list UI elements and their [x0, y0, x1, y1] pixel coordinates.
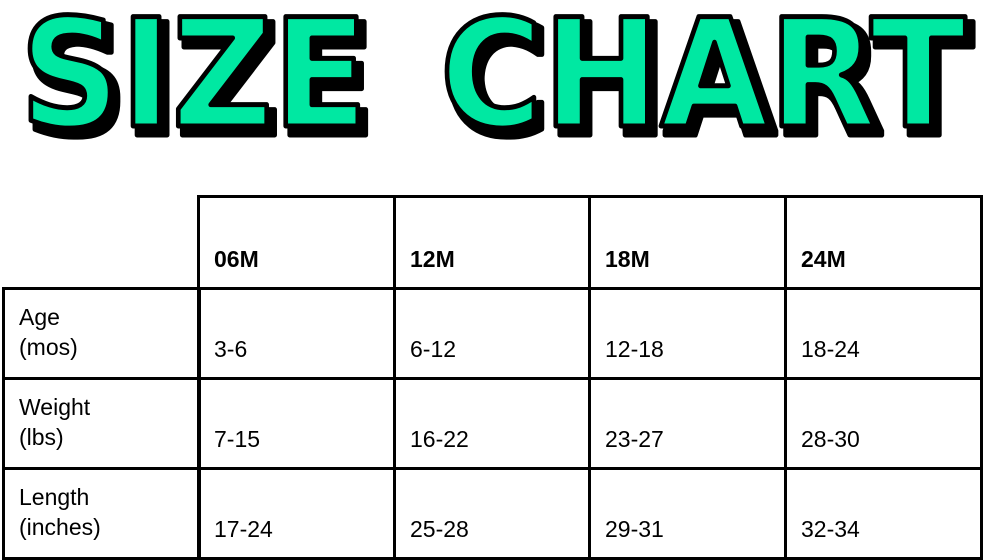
column-header: 12M — [393, 195, 591, 290]
row-header: Length (inches) — [2, 467, 201, 560]
cell-value: 7-15 — [214, 426, 261, 452]
row-header-label: Age (mos) — [19, 302, 78, 362]
table-cell: 3-6 — [197, 287, 396, 380]
row-header-line: Length — [19, 484, 90, 510]
cell-value: 23-27 — [605, 426, 664, 452]
column-header: 18M — [588, 195, 787, 290]
row-header-line: (inches) — [19, 514, 101, 540]
title-word-chart: CHART — [440, 0, 966, 150]
table-cell: 12-18 — [588, 287, 787, 380]
cell-value: 3-6 — [214, 336, 248, 362]
cell-value: 16-22 — [410, 426, 469, 452]
cell-value: 32-34 — [801, 516, 860, 542]
cell-value: 28-30 — [801, 426, 860, 452]
row-header: Weight (lbs) — [2, 377, 201, 470]
table-cell: 16-22 — [393, 377, 591, 470]
column-header-label: 06M — [214, 246, 259, 272]
column-header: 06M — [197, 195, 396, 290]
column-header: 24M — [784, 195, 983, 290]
table-cell: 28-30 — [784, 377, 983, 470]
column-header-label: 18M — [605, 246, 650, 272]
table-cell: 7-15 — [197, 377, 396, 470]
table-cell: 29-31 — [588, 467, 787, 560]
row-header-line: (lbs) — [19, 424, 64, 450]
size-chart-title: SIZE CHART — [18, 0, 969, 150]
row-header: Age (mos) — [2, 287, 201, 380]
cell-value: 12-18 — [605, 336, 664, 362]
cell-value: 29-31 — [605, 516, 664, 542]
row-header-line: Age — [19, 304, 60, 330]
table-cell: 6-12 — [393, 287, 591, 380]
row-header-label: Weight (lbs) — [19, 392, 90, 452]
table-cell: 32-34 — [784, 467, 983, 560]
row-header-label: Length (inches) — [19, 482, 101, 542]
cell-value: 6-12 — [410, 336, 457, 362]
title-text: SIZE CHART — [18, 0, 969, 150]
row-header-line: Weight — [19, 394, 91, 420]
column-header-label: 12M — [410, 246, 455, 272]
table-cell: 25-28 — [393, 467, 591, 560]
cell-value: 17-24 — [214, 516, 273, 542]
cell-value: 18-24 — [801, 336, 860, 362]
table-cell: 17-24 — [197, 467, 396, 560]
title-word-size: SIZE — [20, 0, 368, 150]
table-cell: 18-24 — [784, 287, 983, 380]
cell-value: 25-28 — [410, 516, 469, 542]
table-cell: 23-27 — [588, 377, 787, 470]
row-header-line: (mos) — [19, 334, 78, 360]
column-header-label: 24M — [801, 246, 846, 272]
